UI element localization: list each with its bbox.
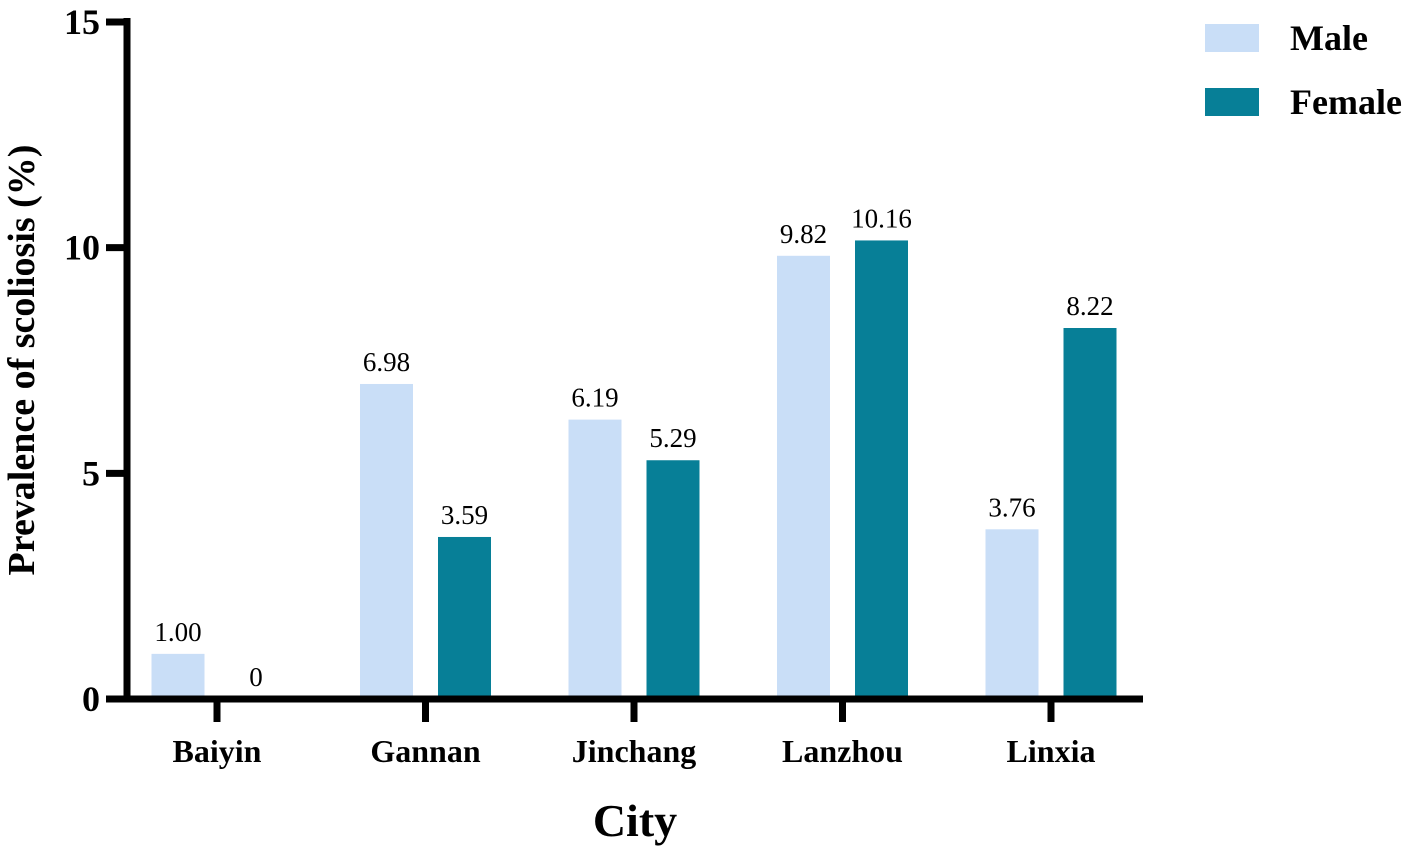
x-tick-label: Lanzhou xyxy=(782,733,903,769)
x-tick-label: Gannan xyxy=(370,733,480,769)
y-tick-label: 5 xyxy=(82,453,100,493)
data-label: 6.98 xyxy=(363,347,410,377)
bar-female-lanzhou xyxy=(855,240,908,700)
bar-female-jinchang xyxy=(646,460,700,699)
data-label: 5.29 xyxy=(649,423,696,453)
bar-male-jinchang xyxy=(568,419,622,699)
x-axis-title: City xyxy=(593,795,677,846)
y-ticks-layer: 0 5 10 15 xyxy=(64,2,127,719)
data-label: 3.76 xyxy=(988,492,1035,522)
y-tick-label: 0 xyxy=(82,679,100,719)
data-label: 1.00 xyxy=(154,617,201,647)
x-tick-label: Linxia xyxy=(1007,733,1096,769)
data-label: 9.82 xyxy=(780,219,827,249)
x-tick-label: Baiyin xyxy=(173,733,262,769)
legend-swatch-male xyxy=(1205,24,1259,52)
bar-male-linxia xyxy=(985,529,1039,699)
data-label: 8.22 xyxy=(1066,291,1113,321)
bars-layer xyxy=(151,240,1117,700)
y-tick-label: 10 xyxy=(64,228,100,268)
bar-male-gannan xyxy=(360,383,413,699)
bar-female-linxia xyxy=(1063,328,1117,699)
legend: Male Female xyxy=(1205,18,1402,122)
data-label: 10.16 xyxy=(851,203,912,233)
y-axis-title: Prevalence of scoliosis (%) xyxy=(1,145,43,576)
data-label: 0 xyxy=(249,662,263,692)
x-ticks-layer: Baiyin Gannan Jinchang Lanzhou Linxia xyxy=(173,699,1096,769)
data-label: 6.19 xyxy=(571,383,618,413)
data-label: 3.59 xyxy=(441,500,488,530)
legend-label-female: Female xyxy=(1290,82,1402,122)
legend-label-male: Male xyxy=(1290,18,1368,58)
bar-male-baiyin xyxy=(151,653,205,699)
data-labels-layer: 1.00 0 6.98 3.59 6.19 5.29 9.82 10.16 3.76 8.22 xyxy=(154,203,1113,692)
x-tick-label: Jinchang xyxy=(572,733,696,769)
bar-female-gannan xyxy=(438,536,491,699)
y-tick-label: 15 xyxy=(64,2,100,42)
bar-male-lanzhou xyxy=(777,255,830,700)
legend-swatch-female xyxy=(1205,88,1259,116)
